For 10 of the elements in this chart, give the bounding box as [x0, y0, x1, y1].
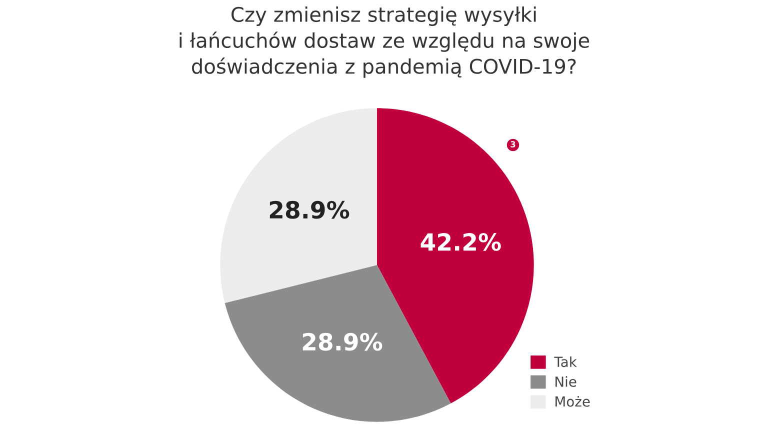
legend-label: Nie	[556, 376, 576, 387]
pie-slice	[220, 108, 377, 304]
data-label: 28.9%	[302, 332, 382, 351]
legend-label: Może	[556, 396, 590, 407]
data-label: 28.9%	[270, 200, 350, 219]
chart-title: Czy zmienisz strategię wysyłki i łańcuchów dostaw ze względu na swoje doświadczenia z pandemią COVID-19?	[180, 6, 590, 78]
data-label: 42.2%	[420, 233, 501, 251]
legend-label: Tak	[554, 356, 577, 368]
pie-slice	[224, 265, 451, 422]
text: 3	[510, 141, 516, 148]
